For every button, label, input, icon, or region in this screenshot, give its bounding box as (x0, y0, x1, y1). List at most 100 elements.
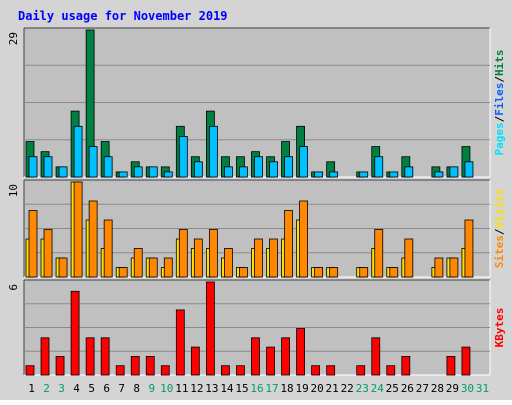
bar-files-2 (43, 156, 53, 178)
bar-kbytes-6 (100, 337, 110, 376)
bar-kbytes-26 (401, 355, 411, 376)
panel-legend: Sites/Visits (493, 189, 506, 269)
x-tick-label: 13 (205, 382, 218, 395)
bar-kbytes-2 (40, 337, 50, 376)
legend-entry: / (493, 115, 506, 122)
x-tick-label: 15 (235, 382, 248, 395)
bar-kbytes-21 (326, 365, 336, 376)
x-tick-label: 5 (88, 382, 95, 395)
x-tick-label: 27 (416, 382, 429, 395)
bar-files-11 (178, 136, 188, 178)
bar-files-23 (359, 171, 369, 178)
bar-kbytes-13 (205, 281, 215, 376)
bar-files-14 (224, 166, 233, 178)
bar-files-1 (28, 156, 38, 178)
panel-visits-sites: 10 Sites/Visits (7, 179, 506, 278)
x-tick-label: 19 (295, 382, 308, 395)
x-tick-label: 29 (446, 382, 459, 395)
bar-sites-20 (314, 267, 324, 278)
bar-files-17 (269, 161, 278, 178)
bar-files-30 (464, 161, 474, 178)
legend-entry: Files (493, 83, 506, 116)
bar-files-24 (374, 156, 384, 178)
x-tick-label: 7 (118, 382, 125, 395)
x-tick-label: 11 (175, 382, 188, 395)
bar-sites-1 (28, 210, 38, 278)
bar-kbytes-4 (70, 290, 80, 376)
bar-kbytes-20 (311, 365, 321, 376)
bar-sites-18 (284, 210, 293, 278)
bar-files-28 (434, 171, 444, 178)
chart-title: Daily usage for November 2019 (18, 9, 228, 23)
x-tick-label: 2 (43, 382, 50, 395)
x-tick-label: 4 (73, 382, 80, 395)
bar-kbytes-16 (251, 337, 260, 376)
bar-kbytes-30 (461, 346, 471, 376)
legend-entry: / (493, 228, 506, 235)
bar-kbytes-14 (221, 365, 230, 376)
bar-sites-10 (163, 257, 173, 278)
x-axis-labels: 1 2 3 4 5 6 7 8 9 10 11 12 13 14 15 16 17 18 19 20 21 22 23 24 2… (28, 382, 489, 395)
bar-sites-9 (148, 257, 158, 278)
bar-sites-24 (374, 229, 384, 278)
bar-sites-25 (389, 267, 399, 278)
legend-entry: Hits (493, 50, 506, 77)
bar-kbytes-25 (386, 365, 396, 376)
bar-sites-5 (88, 200, 98, 278)
x-tick-label: 8 (133, 382, 140, 395)
y-max-label: 6 (7, 284, 20, 291)
panel-legend: Pages/Files/Hits (493, 50, 506, 156)
bar-kbytes-9 (145, 355, 155, 376)
bar-sites-19 (299, 200, 308, 278)
bar-sites-17 (269, 238, 278, 278)
bar-files-29 (449, 166, 459, 178)
x-tick-label: 3 (58, 382, 65, 395)
legend-entry: / (493, 76, 506, 83)
x-tick-label: 28 (431, 382, 444, 395)
bar-sites-12 (193, 238, 203, 278)
x-tick-label: 1 (28, 382, 35, 395)
x-tick-label: 10 (160, 382, 173, 395)
panel-legend: KBytes (493, 308, 506, 348)
bar-sites-16 (254, 238, 263, 278)
x-tick-label: 23 (356, 382, 369, 395)
bar-files-3 (58, 166, 68, 178)
bar-files-4 (73, 125, 83, 178)
bar-kbytes-5 (85, 337, 95, 376)
x-tick-label: 21 (326, 382, 339, 395)
x-tick-label: 20 (311, 382, 324, 395)
bar-kbytes-29 (446, 355, 456, 376)
bar-kbytes-24 (371, 337, 381, 376)
y-max-label: 10 (7, 184, 20, 197)
x-tick-label: 18 (280, 382, 293, 395)
bar-sites-7 (118, 267, 128, 278)
x-tick-label: 9 (148, 382, 155, 395)
bar-files-16 (254, 156, 263, 178)
bar-sites-2 (43, 229, 53, 278)
bar-sites-21 (329, 267, 339, 278)
bar-files-26 (404, 166, 414, 178)
bar-kbytes-12 (190, 346, 200, 376)
x-tick-label: 12 (190, 382, 203, 395)
bar-files-12 (193, 161, 203, 178)
bar-kbytes-7 (115, 365, 125, 376)
bar-files-21 (329, 171, 339, 178)
bar-sites-30 (464, 219, 474, 278)
bar-sites-15 (239, 267, 248, 278)
bar-kbytes-11 (175, 309, 185, 376)
bar-sites-23 (359, 267, 369, 278)
bar-kbytes-23 (356, 365, 366, 376)
bar-files-19 (299, 146, 308, 178)
legend-entry: KBytes (493, 308, 506, 348)
x-tick-label: 24 (371, 382, 385, 395)
bar-files-10 (163, 171, 173, 178)
bar-files-7 (118, 171, 128, 178)
bar-kbytes-17 (266, 346, 275, 376)
bar-sites-13 (208, 229, 218, 278)
x-tick-label: 31 (476, 382, 489, 395)
bar-sites-11 (178, 229, 188, 278)
bar-kbytes-15 (236, 365, 245, 376)
